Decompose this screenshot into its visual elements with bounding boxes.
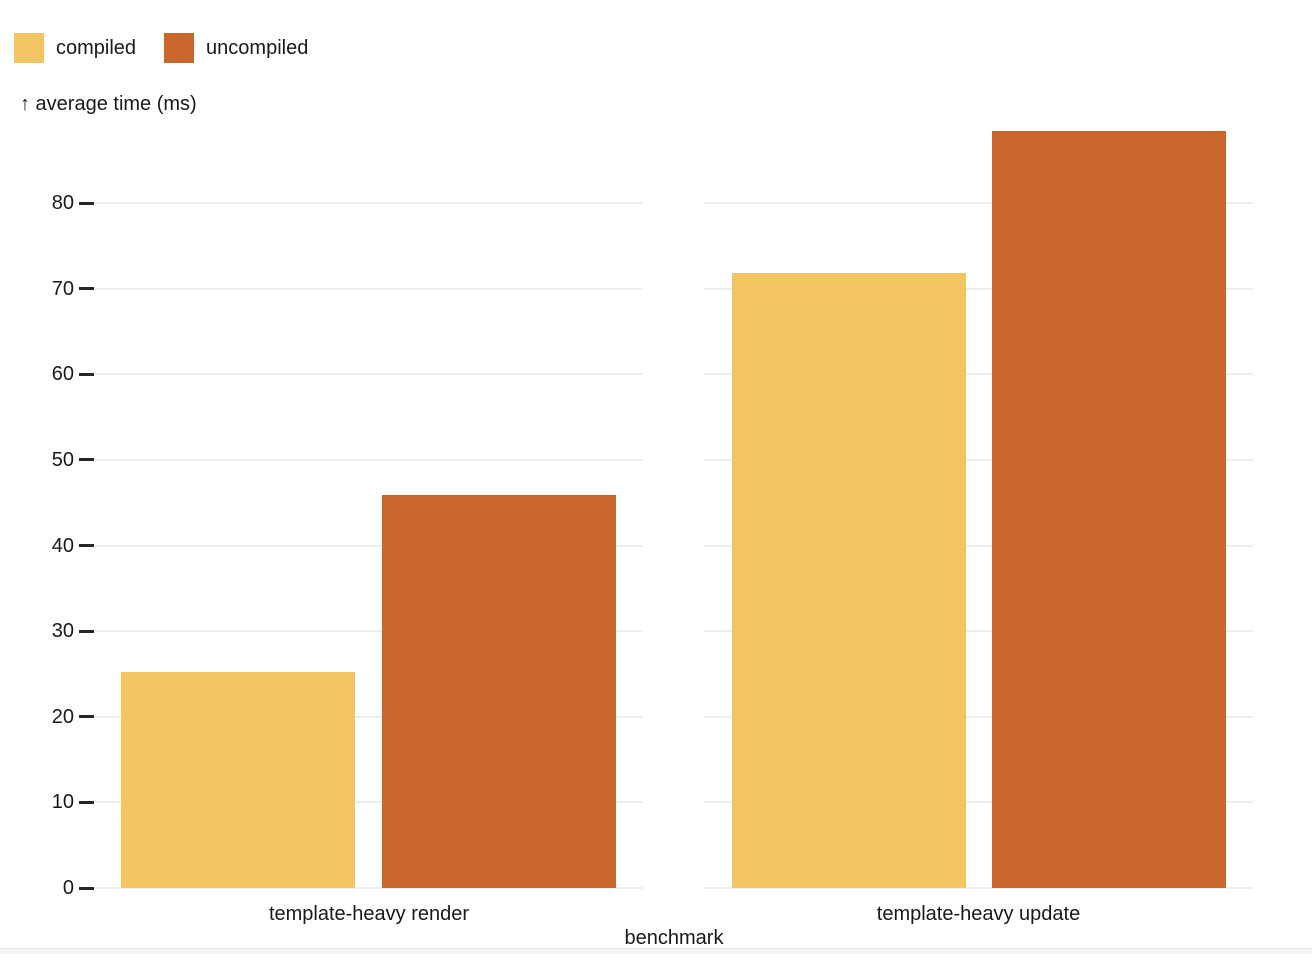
gridline-50-panel1 bbox=[704, 458, 1253, 461]
y-tick-label: 20 bbox=[51, 705, 74, 728]
y-axis-title: ↑ average time (ms) bbox=[20, 93, 197, 115]
y-tick-label: 70 bbox=[51, 277, 74, 300]
legend-label-uncompiled: uncompiled bbox=[206, 37, 309, 59]
y-tick-mark bbox=[79, 287, 94, 291]
y-tick-mark bbox=[79, 800, 94, 804]
gridline-20-panel1 bbox=[704, 715, 1253, 718]
gridline-0-panel1 bbox=[704, 887, 1253, 889]
bar-compiled-template-heavy-update bbox=[732, 273, 966, 888]
y-tick-mark bbox=[79, 458, 94, 462]
legend-swatch-compiled bbox=[14, 33, 44, 63]
gridline-0-panel0 bbox=[95, 887, 643, 889]
gridline-40-panel0 bbox=[95, 544, 643, 547]
gridline-70-panel1 bbox=[704, 287, 1253, 290]
y-tick-label: 80 bbox=[51, 192, 74, 214]
x-axis-title: benchmark bbox=[624, 927, 724, 949]
y-tick-label: 60 bbox=[51, 363, 74, 386]
y-tick-mark bbox=[79, 715, 94, 719]
page-bottom-strip bbox=[0, 948, 1312, 954]
gridline-30-panel0 bbox=[95, 630, 643, 633]
bar-uncompiled-template-heavy-render bbox=[382, 494, 616, 888]
gridline-30-panel1 bbox=[704, 630, 1253, 633]
gridline-50-panel0 bbox=[95, 458, 643, 461]
gridline-10-panel1 bbox=[704, 801, 1253, 804]
x-category-label-render: template-heavy render bbox=[268, 903, 470, 925]
y-tick-mark bbox=[79, 201, 94, 205]
legend-item-compiled: compiled bbox=[14, 33, 136, 63]
gridline-70-panel0 bbox=[95, 287, 643, 290]
y-tick-label: 30 bbox=[51, 620, 74, 643]
gridline-40-panel1 bbox=[704, 544, 1253, 547]
legend-item-uncompiled: uncompiled bbox=[164, 33, 308, 63]
gridline-60-panel1 bbox=[704, 373, 1253, 376]
legend-label-compiled: compiled bbox=[56, 37, 137, 59]
y-tick-mark bbox=[79, 544, 94, 547]
y-tick-mark bbox=[79, 629, 94, 633]
y-tick-label: 40 bbox=[51, 534, 74, 557]
gridline-60-panel0 bbox=[95, 373, 643, 376]
gridline-10-panel0 bbox=[95, 801, 643, 804]
y-tick-label: 0 bbox=[62, 877, 74, 899]
gridline-20-panel0 bbox=[95, 715, 643, 718]
y-tick-mark bbox=[79, 886, 94, 890]
legend: compiled uncompiled bbox=[14, 33, 308, 63]
bar-uncompiled-template-heavy-update bbox=[992, 131, 1226, 888]
y-tick-mark bbox=[79, 372, 94, 376]
gridline-80-panel0 bbox=[95, 202, 643, 204]
bar-compiled-template-heavy-render bbox=[121, 672, 355, 888]
y-tick-label: 50 bbox=[51, 448, 74, 471]
x-category-label-update: template-heavy update bbox=[876, 903, 1081, 925]
y-tick-label: 10 bbox=[51, 791, 74, 814]
gridline-80-panel1 bbox=[704, 202, 1253, 204]
legend-swatch-uncompiled bbox=[164, 33, 195, 63]
